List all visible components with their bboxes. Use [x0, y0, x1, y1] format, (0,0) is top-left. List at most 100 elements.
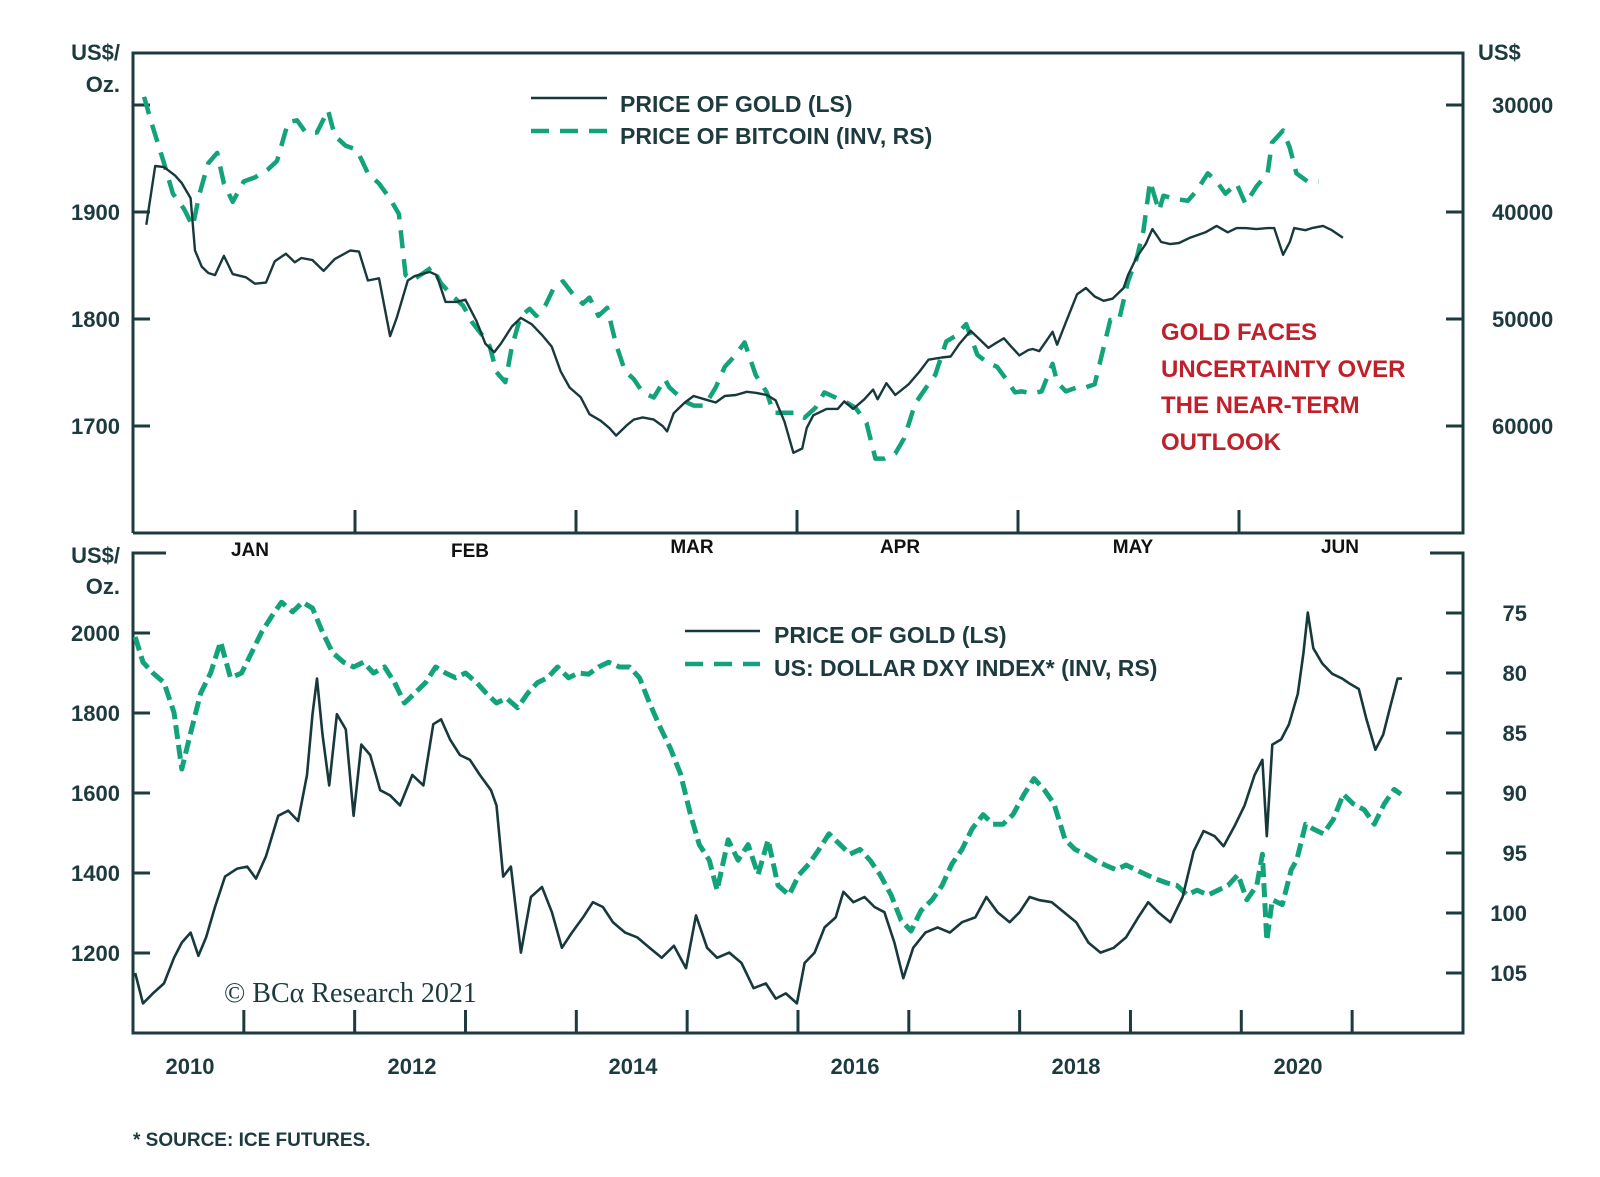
top-right-tick-label-30000: 30000	[1492, 93, 1553, 118]
dxy-line-point	[1207, 894, 1209, 896]
year-label-2018: 2018	[1052, 1054, 1101, 1079]
top-left-unit-line2: Oz.	[86, 72, 120, 97]
dxy-line-point	[1186, 894, 1188, 896]
bottom-right-tick-label-75: 75	[1503, 601, 1527, 626]
dxy-line-point	[1064, 839, 1066, 841]
gold-line-top	[145, 164, 1344, 454]
bottom-left-unit-line2: Oz.	[86, 574, 120, 599]
bottom-right-tick-label-80: 80	[1503, 661, 1527, 686]
bitcoin-line-point	[367, 172, 369, 174]
top-left-tick-label-1900: 1900	[71, 200, 120, 225]
month-label-mar: MAR	[670, 537, 714, 558]
bitcoin-line-point	[511, 346, 513, 348]
dxy-line-point	[1115, 869, 1117, 871]
bitcoin-line-point	[624, 370, 626, 372]
bitcoin-line-point	[985, 361, 987, 363]
bitcoin-line-point	[1005, 378, 1007, 380]
bitcoin-line-point	[1267, 172, 1269, 174]
bitcoin-line-point	[305, 132, 307, 134]
dxy-line-point	[476, 682, 478, 684]
dxy-line-point	[414, 692, 416, 694]
top-right-unit: US$	[1478, 40, 1521, 65]
bottom-left-tick-label-1800: 1800	[71, 701, 120, 726]
bottom-right-tick-label-105: 105	[1490, 961, 1527, 986]
bottom-left-unit-line1: US$/	[71, 543, 120, 568]
bottom-right-tick-label-95: 95	[1503, 841, 1527, 866]
year-label-2014: 2014	[609, 1054, 659, 1079]
dxy-line-point	[547, 677, 549, 679]
year-label-2016: 2016	[831, 1054, 880, 1079]
month-label-jun: JUN	[1321, 537, 1359, 558]
bitcoin-line-point	[1158, 210, 1160, 212]
bitcoin-line-point	[520, 315, 522, 317]
month-label-feb: FEB	[451, 541, 489, 562]
bitcoin-line-point	[1236, 183, 1238, 185]
source-footnote: * SOURCE: ICE FUTURES.	[133, 1130, 371, 1151]
annotation-line-3: THE NEAR-TERM	[1161, 392, 1360, 419]
dxy-line-point	[163, 682, 165, 684]
bitcoin-line-point	[772, 412, 774, 414]
top-left-tick-label-1700: 1700	[71, 414, 120, 439]
bitcoin-line-point	[1196, 190, 1198, 192]
dxy-line-point	[1053, 803, 1055, 805]
bitcoin-line-point	[914, 403, 916, 405]
top-left-unit-line1: US$/	[71, 40, 120, 65]
bitcoin-line-point	[573, 295, 575, 297]
dxy-line	[132, 599, 1403, 944]
bitcoin-line-point	[431, 266, 433, 268]
dxy-line-point	[332, 652, 334, 654]
bitcoin-line-point	[1032, 392, 1034, 394]
month-label-may: MAY	[1113, 537, 1154, 558]
bitcoin-line-point	[553, 286, 555, 288]
bitcoin-line-point	[389, 198, 391, 200]
bottom-left-tick-label-2000: 2000	[71, 621, 120, 646]
dxy-line-point	[1271, 899, 1273, 901]
bottom-left-tick-label-1400: 1400	[71, 861, 120, 886]
annotation-line-2: UNCERTAINTY OVER	[1161, 356, 1405, 383]
year-label-2010: 2010	[166, 1054, 215, 1079]
bitcoin-line-point	[150, 119, 152, 121]
bottom-legend-dxy-label: US: DOLLAR DXY INDEX* (INV, RS)	[774, 655, 1157, 681]
dxy-line-point	[506, 697, 508, 699]
top-panel: US$/ Oz. US$ 1900 1800 1700 30000 40000 …	[71, 40, 1553, 562]
annotation-line-1: GOLD FACES	[1161, 319, 1317, 346]
bitcoin-line-point	[704, 405, 706, 407]
bitcoin-line-point	[356, 149, 358, 151]
bottom-panel: US$/ Oz. 2000 1800 1600 1400 1200 75 80 …	[71, 543, 1527, 1079]
bottom-legend-gold-label: PRICE OF GOLD (LS)	[774, 622, 1007, 648]
dxy-line-point	[1237, 874, 1239, 876]
bitcoin-line	[141, 96, 1319, 461]
bitcoin-line-point	[334, 135, 336, 137]
top-left-tick-label-1800: 1800	[71, 307, 120, 332]
top-legend-gold-label: PRICE OF GOLD (LS)	[620, 91, 853, 117]
top-right-tick-label-60000: 60000	[1492, 414, 1553, 439]
year-label-2012: 2012	[388, 1054, 437, 1079]
bitcoin-line-point	[199, 193, 201, 195]
bitcoin-line-point	[1118, 319, 1120, 321]
bitcoin-line-point	[287, 121, 289, 123]
bitcoin-line-point	[1149, 180, 1151, 182]
dxy-line-point	[1342, 793, 1344, 795]
dxy-line-point	[788, 894, 790, 896]
top-right-tick-label-40000: 40000	[1492, 200, 1553, 225]
bitcoin-line-point	[1244, 203, 1246, 205]
dxy-line-point	[220, 641, 222, 643]
bitcoin-line-point	[735, 354, 737, 356]
bitcoin-line-point	[327, 109, 329, 111]
dxy-line-point	[230, 677, 232, 679]
bitcoin-line-point	[1056, 381, 1058, 383]
bitcoin-line-point	[411, 279, 413, 281]
bitcoin-line-point	[664, 378, 666, 380]
dxy-line-point	[578, 672, 580, 674]
year-label-2020: 2020	[1274, 1054, 1323, 1079]
year-ticks-group	[242, 1010, 1354, 1033]
bottom-right-tick-label-85: 85	[1503, 721, 1527, 746]
dxy-line-point	[302, 601, 304, 603]
bitcoin-line-point	[1076, 386, 1078, 388]
bitcoin-line-point	[451, 295, 453, 297]
month-label-apr: APR	[880, 537, 920, 558]
dxy-line-point	[767, 839, 769, 841]
bottom-series-group	[132, 599, 1403, 1005]
annotation-line-4: OUTLOOK	[1161, 429, 1282, 456]
